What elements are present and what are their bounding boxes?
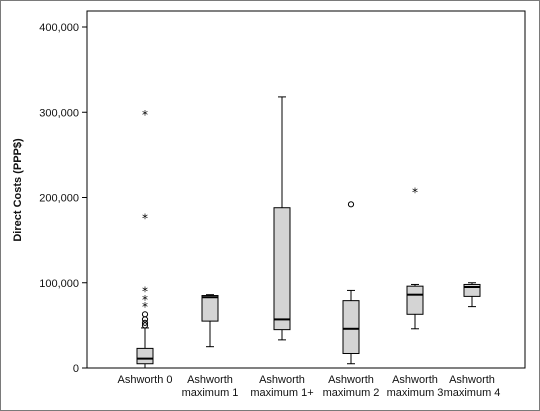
- box-group: [342, 201, 360, 365]
- extreme-marker: *: [412, 186, 418, 200]
- box-group: *: [406, 186, 424, 330]
- x-category-label: Ashworth maximum 2: [323, 374, 380, 399]
- extreme-marker: *: [142, 300, 148, 314]
- box: [342, 300, 360, 355]
- box: [406, 285, 424, 315]
- y-tick-label: 200,000: [39, 193, 79, 205]
- outlier-marker: [347, 201, 355, 208]
- box: [273, 207, 291, 331]
- x-axis-labels: Ashworth 0 Ashworth maximum 1 Ashworth maxim…: [117, 374, 500, 399]
- outlier-marker: [141, 316, 149, 323]
- box-group: [201, 294, 219, 348]
- x-category-label: Ashworth maximum 4: [444, 374, 501, 399]
- x-category-label: Ashworth 0: [117, 374, 172, 386]
- x-category-label: Ashworth maximum 1+: [250, 374, 313, 399]
- box: [136, 347, 154, 365]
- y-tick-label: 100,000: [39, 278, 79, 290]
- box: [463, 283, 481, 297]
- x-category-label: Ashworth maximum 3: [387, 374, 444, 399]
- box-group: [463, 282, 481, 308]
- outlier-marker: [141, 311, 149, 318]
- y-tick-label: 400,000: [39, 22, 79, 34]
- x-category-label: Ashworth maximum 1: [182, 374, 239, 399]
- box-group: *****: [136, 108, 154, 369]
- y-axis: 0 100,000 200,000 300,000 400,000: [39, 22, 87, 375]
- boxes: ******: [136, 96, 481, 369]
- outlier-marker: [141, 319, 149, 326]
- box-group: [273, 96, 291, 341]
- extreme-marker: *: [142, 285, 148, 299]
- extreme-marker: *: [142, 211, 148, 225]
- extreme-marker: *: [142, 108, 148, 122]
- y-tick-label: 300,000: [39, 107, 79, 119]
- outlier-marker: [141, 322, 149, 329]
- box: [201, 295, 219, 322]
- plot-area: [86, 10, 526, 369]
- y-axis-label: Direct Costs (PPP$): [12, 138, 24, 242]
- extreme-marker: *: [142, 293, 148, 307]
- y-tick-label: 0: [73, 363, 79, 375]
